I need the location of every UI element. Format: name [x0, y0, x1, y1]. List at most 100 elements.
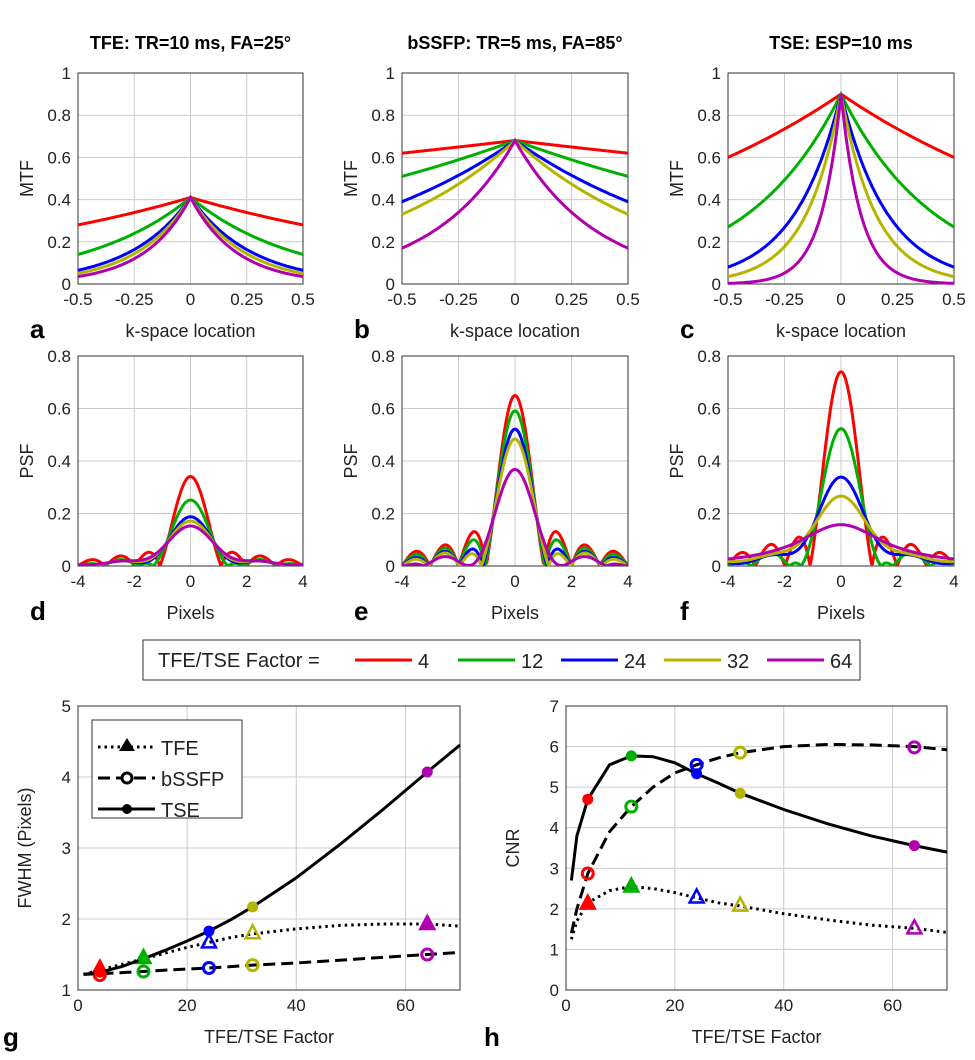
y-tick-label: 0.4	[697, 452, 721, 471]
y-tick-label: 1	[62, 64, 71, 83]
y-tick-label: 1	[550, 940, 559, 959]
circle-marker	[201, 960, 216, 975]
y-tick-label: 0.2	[47, 233, 71, 252]
psf-curve-64	[402, 467, 628, 566]
legend-item-label: 4	[418, 651, 429, 673]
y-tick-label: 1	[62, 981, 71, 1000]
x-axis-label: TFE/TSE Factor	[691, 1027, 821, 1047]
panel-d: -4 -2 0 2 4 0 0.2 0.4 0.6 0.8 Pixels PSF d	[17, 347, 308, 626]
panel-title: TFE: TR=10 ms, FA=25°	[90, 33, 291, 53]
y-tick-label: 0	[386, 557, 395, 576]
circle-marker	[420, 947, 435, 962]
y-tick-label: 0.2	[371, 505, 395, 524]
x-axis-label: k-space location	[125, 321, 255, 341]
plot-area	[566, 706, 947, 990]
y-tick-label: 0	[712, 557, 721, 576]
dot-marker	[94, 966, 106, 978]
x-tick-label: 2	[567, 572, 576, 591]
psf-curve-64	[78, 524, 303, 566]
y-axis-label: PSF	[667, 443, 687, 478]
y-tick-label: 0.8	[371, 106, 395, 125]
mtf-curve-64	[401, 137, 629, 250]
x-tick-label: -0.25	[115, 290, 154, 309]
y-tick-label: 2	[550, 900, 559, 919]
y-tick-label: 0.4	[371, 191, 395, 210]
panel-c: -0.5 -0.25 0 0.25 0.5 0 0.2 0.4 0.6 0.8 1 k-space l…	[667, 33, 966, 344]
y-tick-label: 0.8	[371, 347, 395, 366]
y-tick-label: 0.2	[697, 505, 721, 524]
x-tick-label: 40	[287, 996, 306, 1015]
x-tick-label: 2	[242, 572, 251, 591]
circle-marker	[907, 740, 922, 755]
y-tick-label: 1	[712, 64, 721, 83]
x-tick-label: 60	[883, 996, 902, 1015]
panel-h: 0 20 40 60 0 1 2 3 4 5 6 7 TFE/TSE Factor CNR h	[484, 697, 948, 1052]
x-tick-label: -4	[70, 572, 85, 591]
y-tick-label: 4	[62, 768, 71, 787]
axes-box	[77, 355, 304, 567]
x-tick-label: 40	[774, 996, 793, 1015]
x-tick-label: -4	[394, 572, 409, 591]
y-tick-label: 0	[550, 981, 559, 1000]
y-tick-label: 3	[550, 859, 559, 878]
x-axis-label: TFE/TSE Factor	[204, 1027, 334, 1047]
mtf-curve-64	[77, 194, 304, 279]
triangle-marker	[199, 931, 219, 949]
dot-marker	[247, 901, 259, 913]
panel-a: -0.5 -0.25 0 0.25 0.5 0 0.2 0.4 0.6 0.8 1 k-space l…	[17, 33, 315, 344]
panel-label: e	[354, 596, 368, 626]
y-tick-label: 0.8	[697, 106, 721, 125]
y-tick-label: 0	[62, 275, 71, 294]
x-tick-label: 0.25	[881, 290, 914, 309]
y-tick-label: 0.4	[371, 452, 395, 471]
triangle-marker	[622, 875, 641, 893]
panel-label: f	[680, 596, 689, 626]
psf-curve-4	[728, 370, 954, 566]
x-tick-label: 0	[510, 572, 519, 591]
y-tick-label: 0.6	[47, 148, 71, 167]
panel-title: bSSFP: TR=5 ms, FA=85°	[407, 33, 622, 53]
x-tick-label: 0	[561, 996, 570, 1015]
y-axis-label: MTF	[667, 160, 687, 197]
circle-icon	[120, 771, 134, 785]
y-axis-label: PSF	[17, 443, 37, 478]
y-tick-label: 1	[386, 64, 395, 83]
x-tick-label: -0.5	[63, 290, 92, 309]
y-tick-label: 0.2	[47, 505, 71, 524]
triangle-marker	[418, 913, 437, 931]
circle-marker	[624, 799, 639, 814]
dot-marker	[625, 750, 637, 762]
y-tick-label: 0.4	[47, 191, 71, 210]
y-tick-label: 0	[386, 275, 395, 294]
y-tick-label: 5	[62, 697, 71, 716]
x-tick-label: 0.25	[555, 290, 588, 309]
y-tick-label: 7	[550, 697, 559, 716]
x-tick-label: -0.25	[765, 290, 804, 309]
psf-curve-4	[78, 474, 303, 566]
panel-label: a	[30, 314, 45, 344]
panel-label: h	[484, 1022, 500, 1052]
x-tick-label: 4	[623, 572, 632, 591]
dot-marker	[908, 840, 920, 852]
panel-label: g	[3, 1022, 19, 1052]
x-tick-label: -0.25	[439, 290, 478, 309]
x-tick-label: 20	[178, 996, 197, 1015]
x-tick-label: -2	[451, 572, 466, 591]
y-axis-label: CNR	[503, 829, 523, 868]
y-axis-label: PSF	[341, 443, 361, 478]
psf-curve-64	[728, 523, 954, 561]
legend-label: TFE	[161, 738, 199, 760]
panel-label: c	[680, 314, 694, 344]
mtf-curve-64	[727, 93, 955, 285]
axes-box	[401, 355, 629, 567]
x-axis-label: k-space location	[776, 321, 906, 341]
x-axis-label: k-space location	[450, 321, 580, 341]
y-tick-label: 0.8	[697, 347, 721, 366]
x-tick-label: 4	[949, 572, 958, 591]
series-legend: TFE bSSFP TSE	[91, 719, 243, 822]
dot-marker	[203, 925, 215, 937]
y-tick-label: 5	[550, 778, 559, 797]
x-tick-label: 0.5	[616, 290, 640, 309]
